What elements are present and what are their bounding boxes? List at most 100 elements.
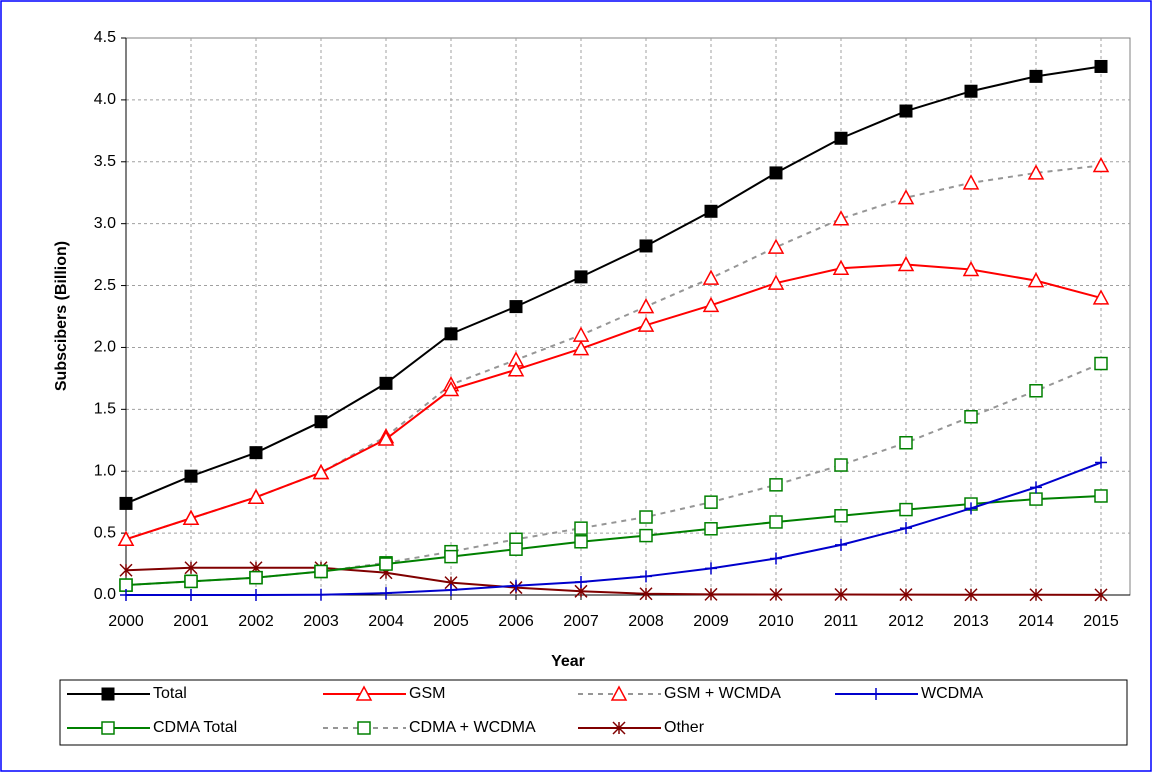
x-tick-label: 2003	[303, 613, 339, 630]
legend-label: CDMA + WCDMA	[409, 719, 536, 736]
legend-label: WCDMA	[921, 685, 984, 702]
marker	[702, 296, 720, 313]
marker	[965, 502, 977, 515]
marker	[897, 189, 915, 205]
series-line	[125, 566, 1102, 596]
marker	[1094, 489, 1108, 503]
marker	[117, 530, 135, 547]
marker	[639, 587, 653, 601]
x-tick-label: 2010	[758, 613, 794, 630]
marker	[184, 469, 198, 483]
marker	[1027, 164, 1045, 180]
x-tick-label: 2011	[824, 613, 859, 630]
series-line	[125, 494, 1102, 587]
marker	[702, 269, 720, 285]
marker	[1030, 481, 1042, 494]
marker	[377, 430, 395, 446]
y-tick-label: 2.5	[94, 277, 116, 294]
marker	[835, 538, 847, 551]
x-tick-label: 2002	[238, 613, 274, 630]
legend-marker	[355, 685, 373, 701]
marker	[250, 589, 262, 601]
marker	[1092, 289, 1110, 305]
marker	[899, 104, 913, 118]
marker	[572, 340, 590, 356]
marker	[119, 563, 133, 577]
marker	[379, 557, 393, 571]
marker	[1027, 272, 1045, 288]
x-tick-label: 2012	[888, 613, 924, 630]
x-tick-label: 2013	[953, 613, 989, 630]
marker	[639, 528, 653, 543]
marker	[637, 298, 655, 314]
marker	[249, 570, 263, 585]
marker	[574, 535, 588, 549]
marker	[832, 210, 850, 226]
x-tick-label: 2005	[433, 613, 469, 630]
marker	[964, 84, 978, 98]
marker	[247, 488, 265, 504]
marker	[834, 587, 848, 602]
x-tick-label: 2006	[498, 613, 534, 630]
x-tick-label: 2009	[693, 613, 729, 630]
marker	[769, 166, 783, 180]
marker	[184, 561, 198, 575]
marker	[767, 274, 785, 290]
marker	[769, 478, 783, 492]
marker	[509, 300, 523, 314]
x-tick-label: 2001	[173, 613, 209, 630]
legend-marker	[612, 721, 626, 735]
marker	[705, 562, 717, 575]
legend-marker	[101, 687, 115, 701]
marker	[899, 502, 913, 517]
y-tick-label: 4.5	[94, 29, 116, 46]
marker	[442, 380, 460, 397]
marker	[704, 495, 718, 509]
marker	[964, 410, 978, 424]
marker	[312, 463, 330, 480]
legend-label: CDMA Total	[153, 719, 237, 736]
marker	[704, 587, 718, 601]
marker	[1029, 384, 1043, 398]
marker	[509, 542, 523, 556]
x-tick-label: 2007	[563, 613, 599, 630]
marker	[637, 316, 655, 332]
x-tick-label: 2014	[1018, 613, 1054, 630]
legend-label: Total	[153, 685, 187, 702]
marker	[1095, 456, 1107, 469]
marker	[704, 522, 718, 536]
x-tick-label: 2004	[368, 613, 404, 630]
legend-marker	[101, 721, 115, 735]
marker	[1094, 356, 1108, 371]
marker	[185, 589, 197, 601]
marker	[314, 564, 328, 579]
marker	[575, 576, 587, 589]
y-tick-label: 1.5	[94, 401, 116, 418]
marker	[120, 589, 132, 601]
series-line	[125, 65, 1102, 505]
marker	[704, 204, 718, 218]
marker	[1029, 492, 1043, 506]
marker	[1029, 69, 1043, 83]
x-tick-label: 2015	[1083, 613, 1119, 630]
x-tick-label: 2008	[628, 613, 664, 630]
marker	[510, 579, 522, 592]
legend-marker	[357, 721, 371, 735]
marker	[834, 458, 848, 472]
marker	[1094, 588, 1108, 602]
marker	[574, 270, 588, 284]
marker	[767, 238, 785, 254]
marker	[770, 552, 782, 565]
marker	[315, 588, 327, 601]
marker	[574, 521, 588, 535]
marker	[444, 327, 458, 341]
marker	[899, 436, 913, 450]
marker	[769, 587, 783, 602]
y-tick-label: 0.0	[94, 586, 116, 603]
marker	[1092, 156, 1110, 173]
marker	[444, 549, 458, 564]
marker	[639, 510, 653, 524]
legend-label: GSM	[409, 685, 445, 702]
marker	[964, 588, 978, 602]
